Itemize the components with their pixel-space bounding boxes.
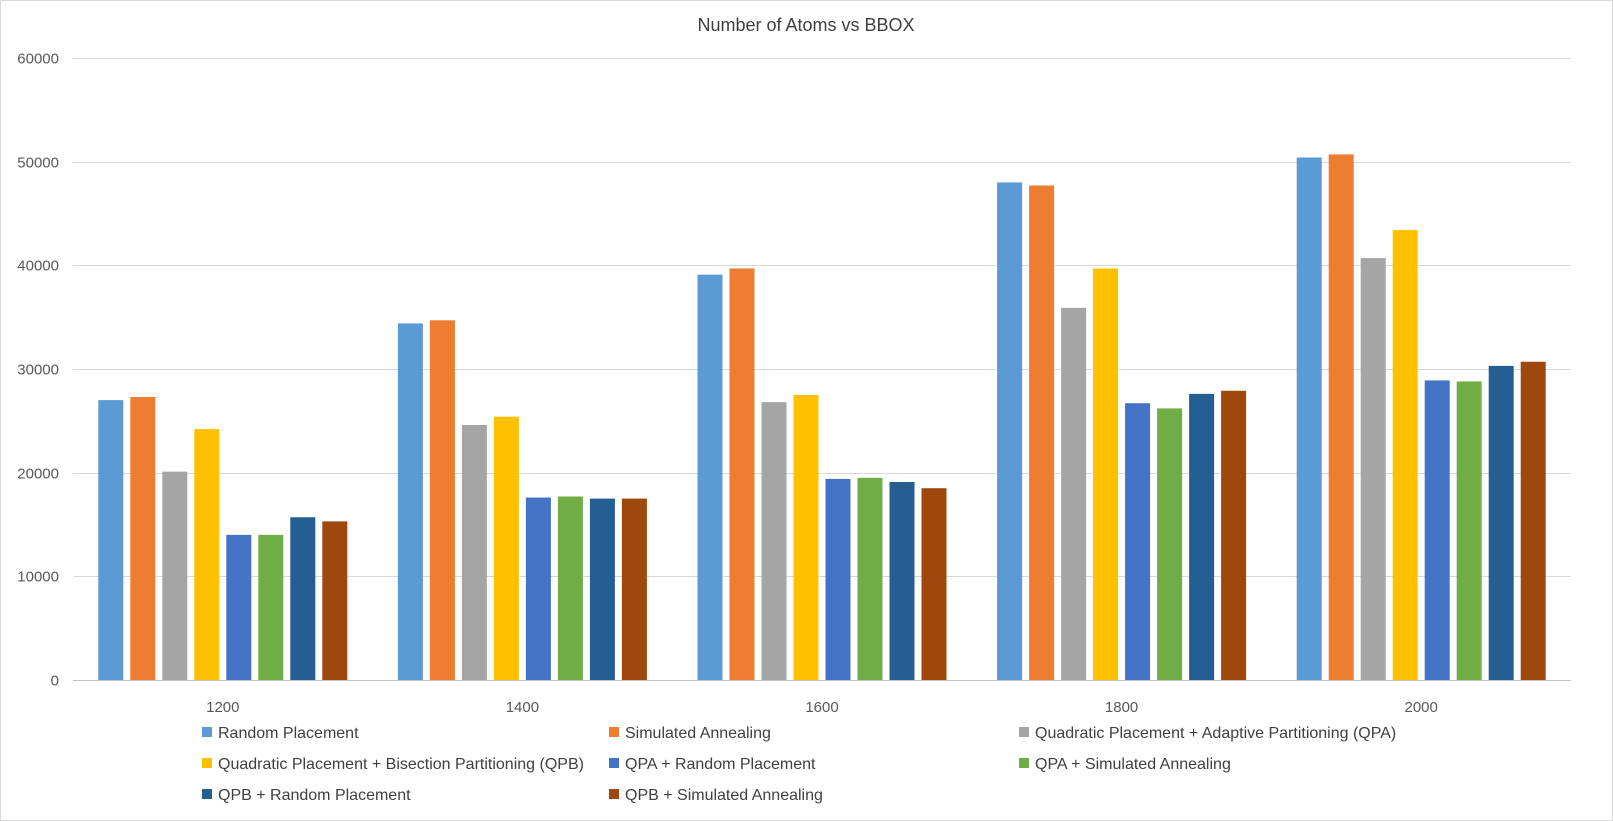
bar-2000-series-4 bbox=[1392, 230, 1418, 680]
bar-1400-series-3 bbox=[461, 424, 487, 680]
bar-1200-series-4 bbox=[194, 429, 220, 680]
bar-1200-series-2 bbox=[130, 396, 156, 680]
bar-1200-series-6 bbox=[258, 534, 284, 680]
bar-2000-series-7 bbox=[1488, 365, 1514, 680]
bar-1600-series-6 bbox=[857, 477, 883, 680]
bar-1600-series-2 bbox=[729, 268, 755, 680]
legend-label: Quadratic Placement + Bisection Partitio… bbox=[218, 756, 584, 773]
bar-1800-series-2 bbox=[1029, 185, 1055, 680]
x-tick-label: 1800 bbox=[1105, 699, 1138, 716]
bar-2000-series-2 bbox=[1328, 154, 1354, 680]
legend-label: QPA + Random Placement bbox=[625, 756, 816, 773]
bar-1400-series-1 bbox=[397, 323, 423, 680]
bar-2000-series-5 bbox=[1424, 380, 1450, 680]
bar-1600-series-4 bbox=[793, 394, 819, 680]
bar-2000-series-8 bbox=[1520, 361, 1546, 680]
bar-1800-series-8 bbox=[1221, 390, 1247, 680]
bar-2000-series-1 bbox=[1296, 157, 1322, 680]
bar-1800-series-1 bbox=[997, 182, 1023, 680]
legend-swatch bbox=[1019, 758, 1029, 768]
bar-1200-series-5 bbox=[226, 534, 252, 680]
y-tick-label: 40000 bbox=[17, 258, 59, 275]
y-tick-label: 20000 bbox=[17, 466, 59, 483]
legend-swatch bbox=[609, 727, 619, 737]
legend-swatch bbox=[609, 789, 619, 799]
y-tick-label: 60000 bbox=[17, 51, 59, 68]
bar-1800-series-4 bbox=[1093, 268, 1119, 680]
bar-1400-series-4 bbox=[493, 416, 519, 680]
legend-swatch bbox=[609, 758, 619, 768]
bar-1600-series-3 bbox=[761, 402, 787, 680]
bar-1800-series-7 bbox=[1189, 393, 1215, 680]
bar-1600-series-1 bbox=[697, 274, 723, 680]
x-axis-tick-labels: 1200 1400 1600 1800 2000 bbox=[206, 699, 1438, 716]
y-tick-label: 0 bbox=[51, 673, 59, 690]
x-tick-label: 1400 bbox=[506, 699, 539, 716]
bars bbox=[98, 154, 1546, 680]
y-tick-label: 10000 bbox=[17, 569, 59, 586]
legend-label: QPB + Simulated Annealing bbox=[625, 787, 823, 804]
bar-1200-series-1 bbox=[98, 400, 124, 680]
bar-1600-series-5 bbox=[825, 478, 851, 680]
bar-2000-series-6 bbox=[1456, 381, 1482, 680]
legend-swatch bbox=[1019, 727, 1029, 737]
legend-label: Simulated Annealing bbox=[625, 725, 771, 742]
y-tick-label: 50000 bbox=[17, 155, 59, 172]
legend-label: Quadratic Placement + Adaptive Partition… bbox=[1035, 725, 1396, 742]
bar-1400-series-8 bbox=[621, 498, 647, 680]
bar-1200-series-8 bbox=[322, 521, 348, 680]
y-axis-tick-labels: 0 10000 20000 30000 40000 50000 60000 bbox=[17, 51, 59, 690]
bar-1400-series-6 bbox=[557, 496, 583, 680]
y-tick-label: 30000 bbox=[17, 362, 59, 379]
chart-title: Number of Atoms vs BBOX bbox=[697, 15, 914, 35]
x-tick-label: 1600 bbox=[805, 699, 838, 716]
bar-1400-series-7 bbox=[589, 498, 615, 680]
legend-swatch bbox=[202, 727, 212, 737]
bar-1800-series-3 bbox=[1061, 307, 1087, 680]
bar-1200-series-3 bbox=[162, 471, 188, 680]
legend-swatch bbox=[202, 789, 212, 799]
bar-1400-series-5 bbox=[525, 497, 551, 680]
bar-1200-series-7 bbox=[290, 517, 316, 680]
bar-2000-series-3 bbox=[1360, 258, 1386, 680]
x-tick-label: 1200 bbox=[206, 699, 239, 716]
bar-1400-series-2 bbox=[429, 320, 455, 680]
legend-swatch bbox=[202, 758, 212, 768]
legend-label: QPB + Random Placement bbox=[218, 787, 411, 804]
bar-1600-series-8 bbox=[921, 488, 947, 680]
bar-1800-series-5 bbox=[1125, 403, 1151, 680]
bar-1600-series-7 bbox=[889, 481, 915, 680]
legend-label: QPA + Simulated Annealing bbox=[1035, 756, 1231, 773]
legend: Random Placement Simulated Annealing Quadr… bbox=[202, 725, 1396, 804]
x-tick-label: 2000 bbox=[1405, 699, 1438, 716]
bar-1800-series-6 bbox=[1157, 408, 1183, 680]
legend-label: Random Placement bbox=[218, 725, 359, 742]
